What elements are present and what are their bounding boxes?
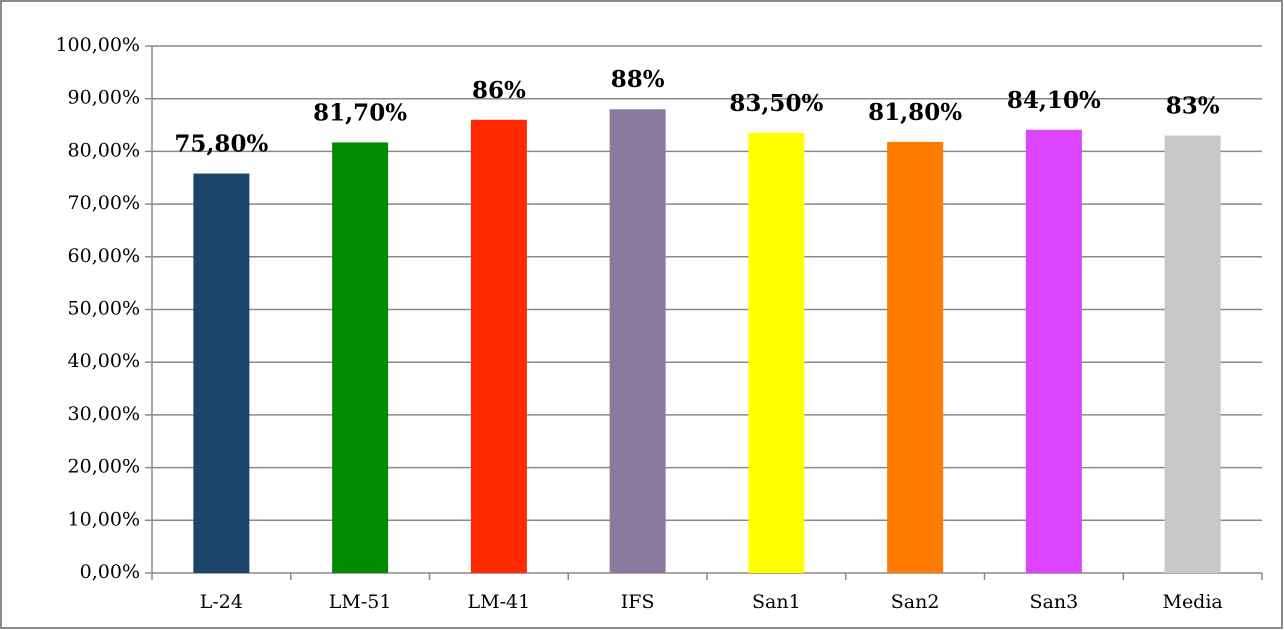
value-label: 83% <box>1166 93 1220 120</box>
x-tick-label: IFS <box>621 591 655 613</box>
value-label: 84,10% <box>1007 87 1101 114</box>
bar <box>1164 135 1221 573</box>
bar <box>193 173 250 573</box>
x-tick-label: San3 <box>1030 591 1079 613</box>
value-label: 86% <box>472 77 526 104</box>
y-tick-label: 40,00% <box>68 350 140 372</box>
bar <box>1025 129 1082 573</box>
bar <box>609 109 666 574</box>
x-tick-label: LM-51 <box>329 591 392 613</box>
value-label: 81,80% <box>868 99 962 126</box>
x-tick-label: L-24 <box>200 591 243 613</box>
bar <box>887 141 944 573</box>
x-tick-label: San1 <box>752 591 801 613</box>
bar <box>748 132 805 573</box>
x-tick-label: San2 <box>891 591 940 613</box>
y-tick-label: 60,00% <box>68 245 140 267</box>
y-tick-label: 80,00% <box>68 139 140 161</box>
x-tick-label: Media <box>1162 591 1222 613</box>
y-tick-label: 20,00% <box>68 456 140 478</box>
y-tick-label: 0,00% <box>80 561 140 583</box>
y-tick-label: 70,00% <box>68 192 140 214</box>
value-label: 88% <box>611 66 665 93</box>
value-label: 75,80% <box>174 131 268 158</box>
y-tick-label: 30,00% <box>68 403 140 425</box>
x-tick-label: LM-41 <box>468 591 531 613</box>
bar <box>332 142 389 574</box>
bar <box>470 119 527 573</box>
y-tick-label: 50,00% <box>68 298 140 320</box>
value-label: 83,50% <box>729 90 823 117</box>
y-tick-label: 90,00% <box>68 87 140 109</box>
y-tick-label: 100,00% <box>55 34 140 56</box>
y-tick-label: 10,00% <box>68 508 140 530</box>
value-label: 81,70% <box>313 99 407 126</box>
